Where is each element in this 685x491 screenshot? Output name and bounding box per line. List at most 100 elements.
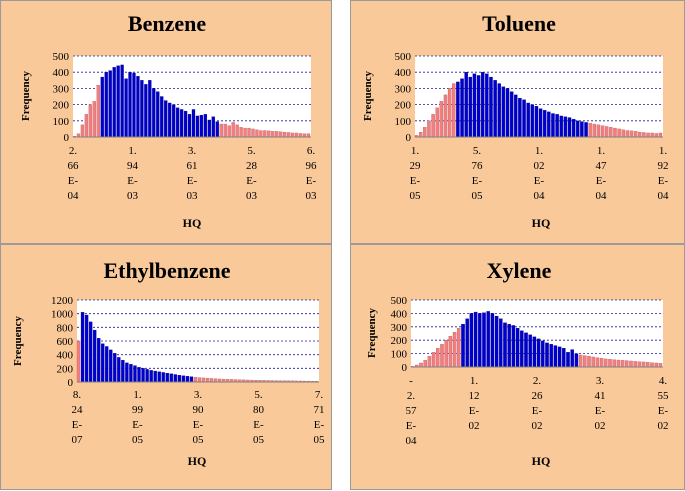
- y-tick-label: 600: [57, 336, 74, 348]
- histogram-bar: [423, 127, 427, 138]
- histogram-bar: [654, 133, 659, 138]
- benzene-chart-panel: 0 100 200 300 400 500 2. 66 E-04 1. 94 E-03 3. 61 E-0…: [0, 0, 332, 244]
- histogram-bar: [493, 80, 497, 138]
- histogram-bar: [96, 85, 100, 138]
- histogram-bar: [654, 362, 658, 368]
- histogram-bar: [456, 81, 460, 138]
- histogram-bar: [100, 76, 104, 138]
- histogram-bar: [181, 375, 186, 383]
- histogram-bar: [478, 313, 482, 368]
- histogram-bar: [646, 132, 650, 138]
- histogram-bar: [243, 127, 247, 138]
- histogram-bar: [291, 132, 295, 138]
- histogram-bar: [168, 102, 172, 138]
- histogram-bar: [113, 353, 117, 383]
- histogram-bar: [298, 133, 303, 138]
- histogram-bar: [658, 132, 663, 138]
- histogram-bar: [199, 114, 204, 138]
- histogram-bar: [97, 338, 101, 383]
- y-tick-label: 400: [53, 67, 70, 79]
- x-tick-label: 3. 90 E-05: [193, 389, 205, 446]
- y-tick-label: 200: [53, 100, 70, 112]
- y-tick-label: 800: [57, 322, 74, 334]
- histogram-bar: [251, 128, 255, 138]
- histogram-bar: [621, 129, 625, 138]
- histogram-bar: [617, 128, 621, 138]
- histogram-bar: [507, 323, 511, 368]
- histogram-bar: [528, 334, 532, 368]
- y-axis-label: Frequency: [12, 316, 24, 366]
- histogram-bar: [427, 356, 432, 368]
- x-tick-label: 6. 96 E-03: [306, 145, 318, 202]
- histogram-bar: [641, 361, 646, 368]
- x-tick-label: 3. 41 E-02: [595, 375, 606, 432]
- histogram-bar: [497, 83, 501, 138]
- histogram-bar: [489, 76, 493, 138]
- y-tick-label: 500: [395, 51, 412, 63]
- histogram-bar: [88, 321, 93, 383]
- histogram-bar: [133, 365, 137, 383]
- histogram-bar: [165, 372, 169, 383]
- y-tick-label: 0: [402, 362, 408, 374]
- histogram-bar: [584, 122, 588, 138]
- histogram-bar: [129, 364, 133, 383]
- histogram-bar: [625, 130, 630, 138]
- y-tick-label: 100: [391, 349, 408, 361]
- ethylbenzene-chart-panel: 0 200 400 600 800 1000 1200 8. 24 E-07 1. 99 E-05 3.…: [0, 244, 332, 490]
- chart-title: Xylene: [487, 258, 552, 283]
- histogram-bar: [92, 101, 96, 138]
- histogram-bar: [587, 356, 591, 368]
- x-ticks: 2. 66 E-04 1. 94 E-03 3. 61 E-03 5. 28 E-03 6. 96 E-03: [68, 145, 318, 202]
- histogram-bar: [515, 327, 520, 368]
- bars: [72, 64, 311, 138]
- x-ticks: 8. 24 E-07 1. 99 E-05 3. 90 E-05 5. 80 E-05 7. 71 E-05: [72, 389, 326, 446]
- histogram-bar: [599, 358, 604, 368]
- histogram-bar: [141, 368, 145, 383]
- histogram-bar: [604, 126, 609, 138]
- histogram-bar: [461, 323, 465, 368]
- y-axis-label: Frequency: [366, 308, 378, 358]
- x-axis-label: HQ: [188, 454, 207, 468]
- histogram-bar: [469, 313, 474, 368]
- x-tick-label: 4. 55 E-02: [658, 375, 670, 432]
- histogram-bar: [439, 101, 444, 138]
- histogram-bar: [545, 342, 549, 368]
- histogram-bar: [125, 362, 129, 383]
- histogram-bar: [201, 377, 206, 383]
- chart-title: Ethylbenzene: [103, 258, 230, 283]
- histogram-bar: [465, 318, 469, 368]
- histogram-bar: [124, 78, 128, 138]
- y-tick-label: 200: [395, 100, 412, 112]
- y-tick-label: 300: [395, 83, 412, 95]
- benzene-chart: 0 100 200 300 400 500 2. 66 E-04 1. 94 E-03 3. 61 E-0…: [20, 11, 318, 230]
- x-tick-label: -2. 57 E-04: [406, 375, 418, 447]
- histogram-bar: [80, 124, 85, 138]
- histogram-bar: [92, 329, 97, 383]
- histogram-bar: [294, 132, 299, 138]
- histogram-bar: [215, 121, 219, 138]
- histogram-bar: [542, 110, 547, 138]
- x-tick-label: 1. 47 E-04: [596, 145, 608, 202]
- histogram-bar: [88, 104, 92, 138]
- histogram-bar: [547, 111, 551, 138]
- x-tick-label: 3. 61 E-03: [187, 145, 199, 202]
- histogram-bar: [136, 76, 140, 138]
- histogram-bar: [574, 353, 579, 368]
- histogram-bar: [161, 372, 165, 383]
- histogram-bar: [499, 318, 503, 368]
- histogram-bar: [84, 314, 89, 383]
- histogram-bar: [576, 120, 580, 138]
- y-tick-label: 1000: [51, 309, 74, 321]
- histogram-bar: [633, 361, 637, 368]
- histogram-bar: [637, 361, 642, 368]
- histogram-bar: [211, 116, 215, 138]
- histogram-bar: [532, 336, 537, 368]
- bars: [76, 312, 319, 383]
- histogram-bar: [164, 100, 168, 138]
- histogram-bar: [431, 352, 436, 368]
- histogram-bar: [239, 127, 243, 138]
- histogram-bar: [591, 356, 595, 368]
- histogram-bar: [418, 131, 423, 138]
- histogram-bar: [275, 131, 279, 138]
